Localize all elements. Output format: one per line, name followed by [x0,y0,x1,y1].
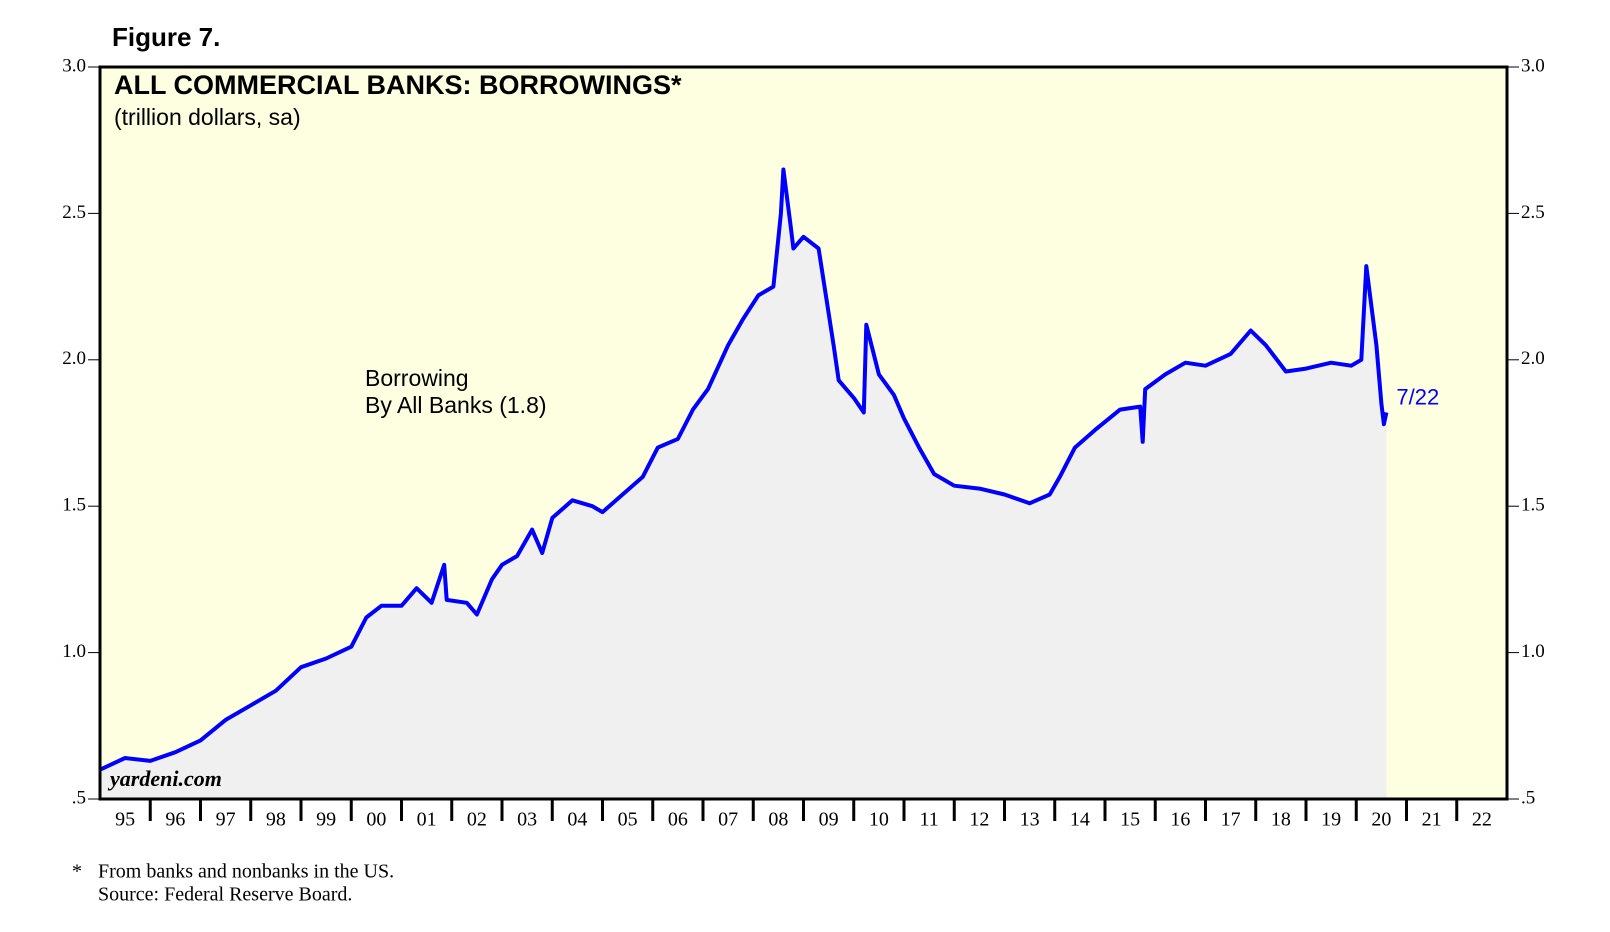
x-tick-label: 96 [165,809,185,831]
y2-tick-label: 1.5 [1521,495,1545,516]
x-tick-label: 98 [266,809,286,831]
y-tick-label: .5 [72,787,86,808]
x-tick-label: 14 [1070,809,1090,831]
end-label: 7/22 [1396,384,1439,409]
y-tick-label: 1.0 [62,641,86,662]
area [100,169,1387,799]
x-tick-label: 11 [919,809,938,831]
y2-tick-label: 3.0 [1521,55,1545,76]
x-tick-label: 05 [618,809,638,831]
chart-subtitle: (trillion dollars, sa) [114,104,301,130]
x-tick-label: 22 [1472,809,1492,831]
x-tick-label: 03 [517,809,537,831]
y-tick-label: 1.5 [62,495,86,516]
x-tick-label: 97 [216,809,236,831]
plot-area [88,65,1519,821]
x-tick-label: 00 [366,809,386,831]
footnote-marker: * [72,861,82,883]
x-tick-label: 04 [567,809,587,831]
x-tick-label: 20 [1371,809,1391,831]
footnote: From banks and nonbanks in the US. [98,861,394,883]
x-tick-label: 19 [1321,809,1341,831]
x-tick-label: 17 [1221,809,1241,831]
x-tick-label: 01 [417,809,437,831]
x-tick-label: 18 [1271,809,1291,831]
y2-tick-label: 2.0 [1521,348,1545,369]
x-tick-label: 13 [1020,809,1040,831]
x-tick-label: 08 [768,809,788,831]
x-tick-label: 12 [969,809,989,831]
x-tick-label: 06 [668,809,688,831]
series-label: By All Banks (1.8) [365,392,547,418]
y2-tick-label: 2.5 [1521,202,1545,223]
x-tick-label: 07 [718,809,738,831]
x-tick-label: 10 [869,809,889,831]
chart-title: ALL COMMERCIAL BANKS: BORROWINGS* [114,70,682,100]
y2-tick-label: 1.0 [1521,641,1545,662]
x-tick-label: 16 [1170,809,1190,831]
x-tick-label: 15 [1120,809,1140,831]
line [99,167,1389,772]
watermark: yardeni.com [107,766,222,791]
y2-tick-label: .5 [1521,787,1535,808]
x-tick-label: 21 [1422,809,1442,831]
y-tick-label: 2.5 [62,202,86,223]
x-tick-label: 09 [819,809,839,831]
series-label: Borrowing [365,365,469,391]
y-tick-label: 2.0 [62,348,86,369]
x-tick-label: 99 [316,809,336,831]
source: Source: Federal Reserve Board. [98,884,352,906]
figure-label: Figure 7. [112,22,220,52]
x-tick-label: 02 [467,809,487,831]
y-tick-label: 3.0 [62,55,86,76]
x-tick-label: 95 [115,809,135,831]
